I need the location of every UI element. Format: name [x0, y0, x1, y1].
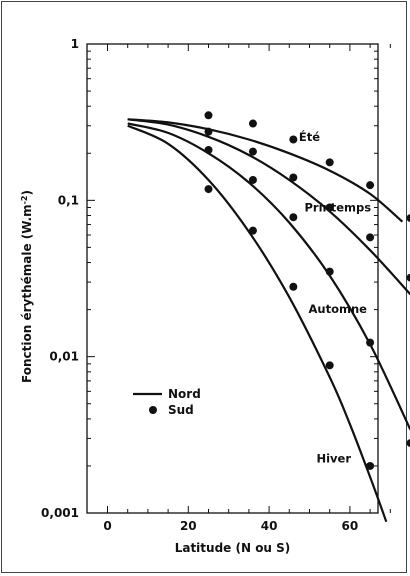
season-label-hiver: Hiver — [316, 452, 351, 466]
legend-marker-sud — [149, 406, 157, 414]
y-tick-label: 1 — [71, 37, 79, 51]
point-sud-hiver — [366, 461, 375, 470]
y-axis-label: Fonction érythémale (W.m-2) — [20, 190, 35, 383]
point-sud-printemps — [204, 127, 213, 136]
point-sud-printemps — [325, 203, 334, 212]
y-axis-label-close: ) — [20, 190, 34, 195]
point-sud-ete — [325, 158, 334, 167]
point-sud-automne — [366, 338, 375, 347]
legend: Nord Sud — [133, 387, 201, 417]
point-sud-printemps — [366, 233, 375, 242]
x-tick-label: 20 — [180, 519, 197, 533]
point-sud-automne — [204, 145, 213, 154]
y-axis-label-superscript: -2 — [20, 196, 29, 205]
x-axis-label: Latitude (N ou S) — [175, 541, 291, 555]
point-sud-ete — [204, 111, 213, 120]
season-label-printemps: Printemps — [304, 200, 371, 214]
season-label-ete: Été — [299, 129, 320, 144]
point-sud-hiver — [325, 361, 334, 370]
point-sud-automne — [325, 267, 334, 276]
point-sud-automne — [406, 439, 410, 448]
point-sud-ete — [406, 214, 410, 223]
curves-layer — [127, 118, 410, 523]
x-tick-label: 0 — [103, 519, 111, 533]
y-tick-label: 0,01 — [49, 350, 79, 364]
point-sud-automne — [289, 213, 298, 222]
point-sud-hiver — [248, 226, 257, 235]
point-sud-ete — [248, 119, 257, 128]
point-sud-hiver — [289, 282, 298, 291]
points-layer — [204, 111, 410, 470]
y-axis-label-main: Fonction érythémale (W.m — [20, 204, 34, 383]
y-tick-label: 0,1 — [58, 193, 79, 207]
point-sud-automne — [248, 175, 257, 184]
legend-label-sud: Sud — [168, 403, 194, 417]
axes-layer: 0 20 40 60 0,001 0,01 0,1 1 — [41, 37, 391, 533]
season-label-automne: Automne — [309, 302, 368, 316]
point-sud-printemps — [406, 273, 410, 282]
curve-nord-automne — [127, 122, 410, 431]
x-tick-label: 60 — [342, 519, 359, 533]
curve-nord-hiver — [127, 124, 388, 523]
point-sud-hiver — [204, 185, 213, 194]
point-sud-printemps — [289, 173, 298, 182]
plot-frame — [86, 43, 379, 514]
curve-nord-printemps — [127, 118, 410, 296]
x-tick-label: 40 — [261, 519, 278, 533]
y-tick-label: 0,001 — [41, 506, 79, 520]
point-sud-ete — [289, 135, 298, 144]
legend-label-nord: Nord — [168, 387, 201, 401]
labels-layer: Été Printemps Automne Hiver — [299, 129, 371, 466]
point-sud-ete — [366, 181, 375, 190]
point-sud-printemps — [248, 147, 257, 156]
curve-nord-ete — [127, 118, 404, 223]
